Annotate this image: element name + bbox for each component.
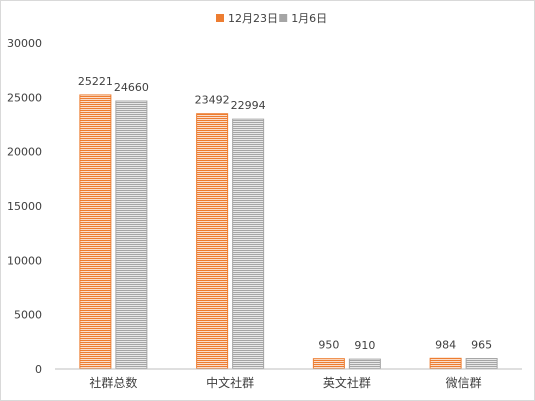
bar: [429, 357, 462, 370]
bar: [79, 94, 112, 370]
legend-label: 1月6日: [291, 12, 327, 25]
bar: [465, 358, 498, 370]
y-tick-label: 5000: [14, 309, 42, 322]
y-tick-label: 25000: [7, 91, 42, 104]
x-tick-label: 英文社群: [323, 375, 371, 390]
bar: [348, 358, 381, 370]
data-label: 24660: [114, 81, 149, 94]
x-tick-label: 社群总数: [89, 375, 137, 390]
x-tick-label: 微信群: [446, 376, 482, 390]
data-label: 910: [354, 339, 375, 352]
x-axis: 社群总数 中文社群 英文社群 微信群: [55, 368, 522, 390]
y-axis: 0 5000 10000 15000 20000 25000 30000: [7, 37, 42, 376]
data-label: 950: [318, 339, 339, 352]
legend: 12月23日 1月6日: [216, 12, 327, 25]
y-tick-label: 30000: [7, 37, 42, 50]
bar: [232, 118, 265, 370]
data-label: 25221: [78, 75, 113, 88]
data-label: 984: [435, 338, 456, 351]
bar: [312, 358, 345, 370]
y-tick-label: 20000: [7, 146, 42, 159]
x-tick-label: 中文社群: [206, 375, 254, 390]
legend-swatch: [216, 14, 224, 22]
y-tick-label: 15000: [7, 200, 42, 213]
legend-label: 12月23日: [228, 12, 278, 25]
data-label: 22994: [231, 99, 266, 112]
bar: [196, 113, 229, 370]
legend-swatch: [279, 14, 288, 22]
bars: 25221 24660 23492 22994 950 910 984 965: [78, 75, 498, 370]
data-label: 965: [471, 339, 492, 352]
data-label: 23492: [195, 94, 230, 107]
bar: [115, 100, 148, 370]
y-tick-label: 0: [35, 363, 42, 376]
y-tick-label: 10000: [7, 254, 42, 267]
